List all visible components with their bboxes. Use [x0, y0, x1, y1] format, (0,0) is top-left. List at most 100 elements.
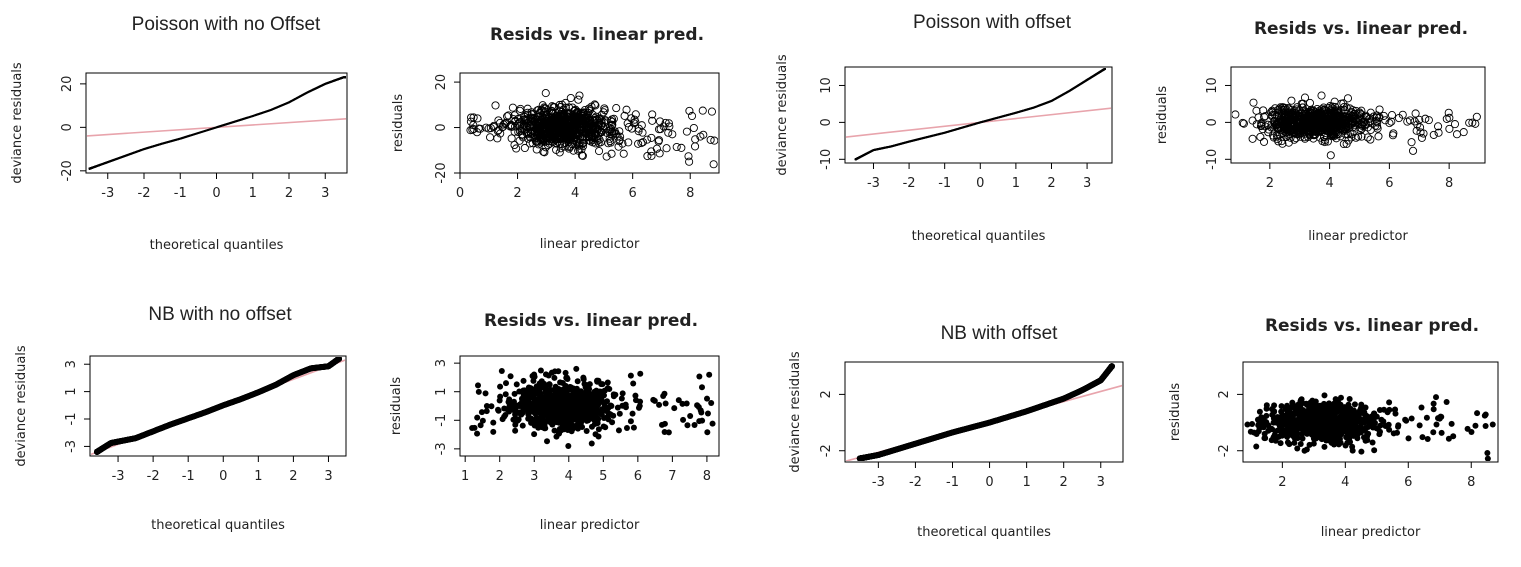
data-point	[1361, 111, 1370, 120]
x-tick-label: 2	[285, 186, 293, 201]
data-point	[544, 112, 553, 121]
data-point	[1300, 120, 1309, 129]
data-point	[510, 140, 519, 150]
data-point	[1298, 103, 1307, 112]
data-point	[563, 410, 570, 417]
data-point	[607, 402, 614, 409]
data-point	[619, 149, 628, 158]
data-point	[1445, 124, 1454, 133]
data-point	[544, 438, 551, 445]
data-point	[590, 406, 597, 413]
data-point	[514, 118, 523, 127]
data-point	[1387, 111, 1397, 120]
chart-title: Resids vs. linear pred.	[1254, 19, 1468, 39]
data-point	[574, 378, 581, 385]
data-point	[637, 398, 644, 405]
y-tick-label: 2	[819, 390, 834, 398]
y-tick-label: 0	[434, 123, 449, 131]
x-axis-label: theoretical quantiles	[150, 238, 284, 253]
data-point	[474, 382, 481, 389]
plot-frame	[85, 72, 348, 174]
data-point	[1267, 123, 1276, 132]
data-point	[1300, 93, 1310, 102]
data-point	[1259, 106, 1268, 115]
x-tick-label: -3	[112, 469, 125, 484]
y-tick-label: -3	[434, 442, 449, 455]
data-point	[569, 146, 578, 155]
y-tick-label: -1	[434, 414, 449, 427]
data-point	[488, 403, 495, 410]
data-point	[696, 373, 703, 380]
data-point	[629, 410, 636, 417]
data-point	[605, 416, 612, 423]
data-point	[643, 151, 652, 161]
y-tick-label: -10	[819, 149, 834, 170]
data-point	[1277, 109, 1286, 118]
y-tick-label: 20	[60, 76, 75, 93]
data-point	[1328, 120, 1337, 130]
data-point	[1381, 116, 1390, 125]
data-point	[1254, 113, 1263, 122]
data-point	[1285, 126, 1294, 135]
data-point	[540, 148, 549, 157]
data-point	[1444, 108, 1453, 117]
data-point	[544, 121, 553, 130]
data-point	[1340, 126, 1349, 135]
data-point	[555, 368, 562, 375]
data-point	[672, 142, 681, 152]
x-tick-label: -2	[138, 186, 151, 201]
data-point	[1411, 109, 1420, 118]
data-point	[503, 380, 510, 387]
data-point	[571, 405, 578, 412]
data-point	[698, 384, 705, 391]
data-point	[1278, 403, 1285, 410]
data-point	[1417, 133, 1426, 142]
data-point	[571, 390, 578, 397]
data-point	[584, 104, 593, 113]
data-point	[538, 136, 547, 145]
y-tick-label: 3	[64, 360, 79, 368]
data-point	[1286, 116, 1295, 125]
data-point	[704, 429, 711, 436]
data-point	[1283, 131, 1292, 140]
data-point	[699, 130, 708, 139]
data-point	[506, 402, 513, 409]
data-point	[1372, 111, 1381, 120]
data-point	[709, 420, 716, 427]
data-point	[474, 414, 481, 421]
data-point	[1313, 109, 1322, 118]
data-point	[1298, 431, 1305, 438]
data-point	[475, 388, 482, 395]
data-point	[1256, 132, 1265, 141]
x-tick-label: 3	[1097, 475, 1105, 490]
data-point	[483, 403, 490, 410]
x-tick-label: -1	[946, 475, 959, 490]
data-point	[668, 130, 677, 139]
data-point	[664, 128, 673, 137]
data-point	[1472, 112, 1481, 121]
data-point	[1372, 117, 1381, 126]
data-point	[510, 127, 519, 136]
data-point	[601, 402, 608, 409]
y-axis-label: deviance residuals	[10, 62, 25, 184]
data-point	[565, 443, 572, 450]
data-point	[569, 120, 578, 129]
data-point	[590, 134, 599, 143]
data-point	[595, 377, 602, 384]
data-point	[651, 397, 658, 404]
y-tick-label: -20	[60, 160, 75, 181]
data-point	[1291, 439, 1298, 446]
data-point	[556, 125, 565, 134]
data-point	[578, 133, 587, 142]
data-point	[479, 417, 486, 424]
data-point	[482, 390, 489, 397]
data-point	[638, 138, 648, 147]
data-point	[1314, 127, 1323, 136]
data-point	[1269, 133, 1278, 142]
data-point	[562, 369, 569, 376]
x-tick-label: 0	[219, 469, 227, 484]
y-tick-label: -1	[64, 413, 79, 426]
data-point	[1108, 363, 1115, 370]
x-tick-label: 6	[1385, 176, 1393, 191]
data-point	[684, 152, 693, 161]
